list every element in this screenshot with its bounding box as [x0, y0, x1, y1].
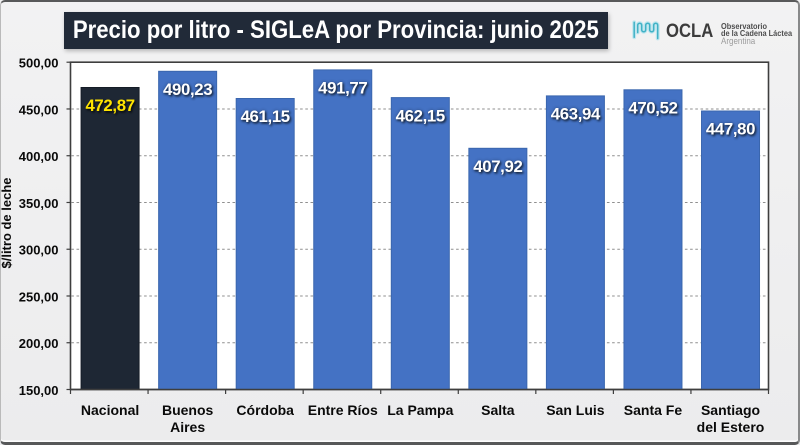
- svg-text:470,52: 470,52: [628, 99, 677, 118]
- svg-text:200,00: 200,00: [19, 336, 59, 351]
- svg-text:462,15: 462,15: [396, 106, 445, 125]
- svg-text:La Pampa: La Pampa: [387, 402, 453, 418]
- svg-text:Nacional: Nacional: [81, 402, 139, 418]
- svg-text:450,00: 450,00: [19, 103, 59, 118]
- svg-text:461,15: 461,15: [241, 107, 290, 126]
- svg-text:300,00: 300,00: [19, 243, 59, 258]
- svg-text:150,00: 150,00: [19, 383, 59, 398]
- svg-text:490,23: 490,23: [163, 80, 212, 99]
- svg-text:463,94: 463,94: [551, 105, 601, 124]
- svg-text:Aires: Aires: [170, 419, 205, 435]
- svg-text:500,00: 500,00: [19, 56, 59, 71]
- svg-text:Buenos: Buenos: [162, 402, 214, 418]
- svg-text:del Estero: del Estero: [697, 419, 765, 435]
- svg-text:350,00: 350,00: [19, 196, 59, 211]
- svg-text:447,80: 447,80: [706, 120, 755, 139]
- svg-text:San Luis: San Luis: [546, 402, 605, 418]
- svg-text:Salta: Salta: [481, 402, 515, 418]
- svg-text:Santa Fe: Santa Fe: [624, 402, 683, 418]
- svg-text:472,87: 472,87: [85, 96, 134, 115]
- svg-text:$/litro de leche: $/litro de leche: [0, 177, 14, 268]
- svg-text:407,92: 407,92: [473, 157, 522, 176]
- svg-text:Córdoba: Córdoba: [236, 402, 294, 418]
- svg-text:491,77: 491,77: [318, 79, 367, 98]
- svg-text:250,00: 250,00: [19, 290, 59, 305]
- svg-text:Entre Ríos: Entre Ríos: [308, 402, 378, 418]
- svg-text:Santiago: Santiago: [701, 402, 760, 418]
- svg-text:400,00: 400,00: [19, 149, 59, 164]
